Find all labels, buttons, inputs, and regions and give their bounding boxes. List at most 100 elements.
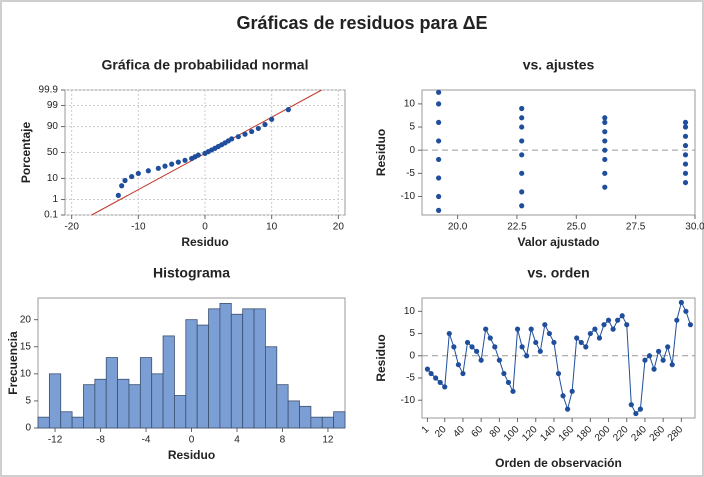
data-point [501,370,507,377]
data-point [542,322,548,328]
data-point [546,330,553,337]
data-point [602,156,608,163]
data-point [646,353,653,359]
data-point [519,152,525,158]
data-point [687,322,694,328]
y-tick-label: 5 [409,328,415,339]
data-point [610,326,616,332]
data-point [437,379,443,386]
y-axis-label: Residuo [374,129,388,176]
page-title: Gráficas de residuos para ΔE [236,13,487,33]
x-tick-label: -12 [48,435,63,446]
data-point [528,326,534,332]
data-point [533,339,539,346]
data-point [615,317,621,323]
data-point [519,203,525,209]
x-tick-label: 20.0 [448,222,468,233]
data-point [487,335,493,341]
y-tick-label: 0 [409,145,415,156]
data-point [235,134,241,140]
data-point [682,152,689,158]
data-point [433,375,439,381]
bar [333,411,346,429]
data-point [451,344,457,350]
y-tick-label: 10 [404,99,416,110]
x-tick-label: -20 [64,222,79,233]
x-axis-label: Residuo [181,235,228,249]
data-point [460,370,466,377]
x-tick-label: 4 [234,435,240,446]
data-point [492,344,498,350]
y-tick-label: -10 [401,191,416,202]
bar [196,324,209,429]
data-point [119,183,125,189]
data-point [669,362,675,368]
data-point [519,105,525,112]
bar [151,373,164,429]
data-point [474,348,480,354]
data-point [569,388,575,394]
data-point [605,317,612,323]
data-point [602,147,608,153]
data-point [424,366,431,372]
data-point [122,177,128,184]
data-point [519,170,525,176]
data-point [633,410,639,417]
data-point [469,344,475,350]
bar [105,357,118,429]
data-point [656,348,662,354]
bar [37,416,50,429]
y-axis-label: Residuo [374,334,388,381]
data-point [255,125,261,132]
bar [310,416,323,429]
data-point [642,357,648,363]
data-point [436,193,442,200]
y-tick-label: 90 [47,121,59,132]
data-point [436,207,442,213]
data-point [602,138,608,144]
bar [208,308,221,429]
y-axis-label: Frecuencia [6,331,20,395]
bar [299,405,312,429]
data-point [596,335,603,341]
data-point [665,344,671,350]
y-tick-label: -5 [406,168,415,179]
data-point [285,107,291,113]
data-point [478,357,484,363]
data-point [637,406,644,412]
data-point [674,317,680,323]
data-point [145,168,151,174]
bar [242,308,255,429]
data-point [229,136,235,142]
data-point [135,170,141,177]
y-tick-label: 10 [404,306,416,317]
data-point [446,330,452,337]
data-point [519,124,525,130]
y-tick-label: 10 [47,173,59,184]
x-tick-label: 20 [333,222,345,233]
data-point [496,357,502,363]
y-tick-label: 0.1 [44,210,58,221]
data-point [436,101,442,107]
data-point [524,353,530,359]
bar [128,384,141,429]
bar [48,373,62,429]
chart-title: Gráfica de probabilidad normal [102,57,309,73]
x-axis-label: Residuo [168,448,215,462]
bar [219,303,232,429]
y-tick-label: 5 [25,396,31,407]
data-point [510,388,516,394]
data-point [602,115,608,121]
data-point [428,370,434,377]
data-point [262,121,268,128]
x-tick-label: -10 [131,222,146,233]
y-tick-label: 20 [20,314,32,325]
y-tick-label: 50 [47,147,59,158]
data-point [436,175,442,181]
data-point [574,335,580,341]
bar [139,357,153,429]
data-point [602,129,608,135]
data-point [592,326,598,332]
data-point [249,128,255,135]
